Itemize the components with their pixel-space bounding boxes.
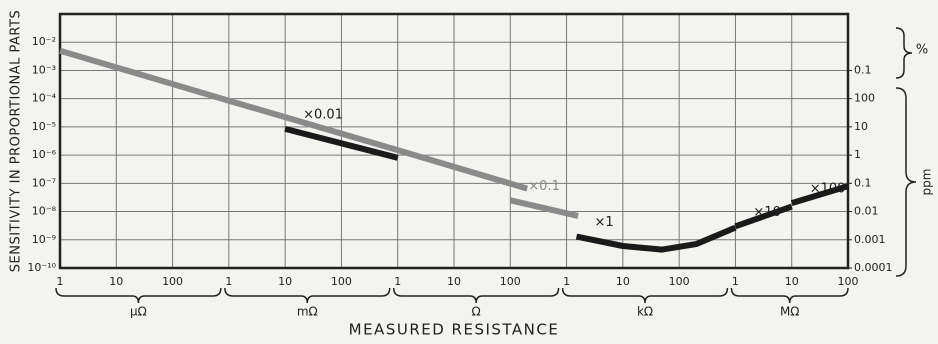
- y2-tick-label: 0.001: [854, 233, 886, 246]
- group-bracket: [561, 287, 729, 304]
- series-line: [59, 47, 529, 192]
- y-tick-label: 10⁻¹⁰: [27, 261, 56, 274]
- y2-tick-label: 0.1: [854, 176, 872, 189]
- series-line: [734, 203, 793, 230]
- x-tick-label: 1: [225, 275, 232, 288]
- x-tick-label: 100: [331, 275, 352, 288]
- y-tick-label: 10⁻²: [32, 35, 56, 48]
- percent-unit: %: [916, 43, 928, 58]
- group-bracket: [55, 287, 222, 304]
- group-unit: µΩ: [130, 305, 147, 319]
- group-unit: mΩ: [297, 305, 318, 319]
- series-line: [790, 183, 849, 206]
- x-tick-label: 10: [278, 275, 292, 288]
- percent-bracket: [895, 27, 913, 79]
- x-axis-title: MEASURED RESISTANCE: [349, 321, 560, 339]
- group-unit: Ω: [472, 305, 481, 319]
- y-tick-label: 10⁻⁹: [32, 233, 56, 246]
- y2-tick-label: 1: [854, 148, 861, 161]
- ppm-bracket: [895, 87, 917, 277]
- group-unit: MΩ: [780, 305, 800, 319]
- x-tick-label: 10: [616, 275, 630, 288]
- y-tick-label: 10⁻⁷: [32, 176, 56, 189]
- y-tick-label: 10⁻⁵: [32, 120, 56, 133]
- x-tick-label: 10: [109, 275, 123, 288]
- x-tick-label: 1: [57, 275, 64, 288]
- y-tick-label: 10⁻³: [32, 63, 56, 76]
- series-label: ×1: [594, 215, 613, 230]
- group-bracket: [224, 287, 391, 304]
- y2-tick-label: 10: [854, 120, 868, 133]
- group-bracket: [392, 287, 560, 304]
- y-tick-label: 10⁻⁸: [32, 205, 57, 218]
- x-tick-label: 1: [732, 275, 739, 288]
- y-tick-label: 10⁻⁴: [32, 92, 57, 105]
- series-label: ×10: [753, 205, 780, 220]
- series-line: [575, 224, 737, 253]
- series-line: [284, 125, 399, 161]
- series-label: ×100: [810, 182, 846, 197]
- plot-frame: [58, 12, 850, 270]
- group-bracket: [730, 287, 849, 304]
- series-line: [509, 197, 579, 219]
- x-tick-label: 100: [500, 275, 521, 288]
- x-tick-label: 10: [447, 275, 461, 288]
- x-tick-label: 1: [563, 275, 570, 288]
- x-tick-label: 100: [838, 275, 859, 288]
- group-unit: kΩ: [637, 305, 653, 319]
- y2-tick-label: 0.0001: [854, 261, 893, 274]
- y2-tick-label: 100: [854, 92, 875, 105]
- x-tick-label: 100: [669, 275, 690, 288]
- ppm-unit: ppm: [920, 169, 934, 196]
- x-tick-label: 100: [162, 275, 183, 288]
- y-axis-title: SENSITIVITY IN PROPORTIONAL PARTS: [9, 10, 24, 272]
- y2-tick-label: 0.1: [854, 63, 872, 76]
- x-tick-label: 10: [785, 275, 799, 288]
- x-tick-label: 1: [394, 275, 401, 288]
- series-label: ×0.01: [303, 107, 343, 122]
- y2-tick-label: 0.01: [854, 205, 879, 218]
- series-label: ×0.1: [528, 179, 560, 194]
- y-tick-label: 10⁻⁶: [32, 148, 57, 161]
